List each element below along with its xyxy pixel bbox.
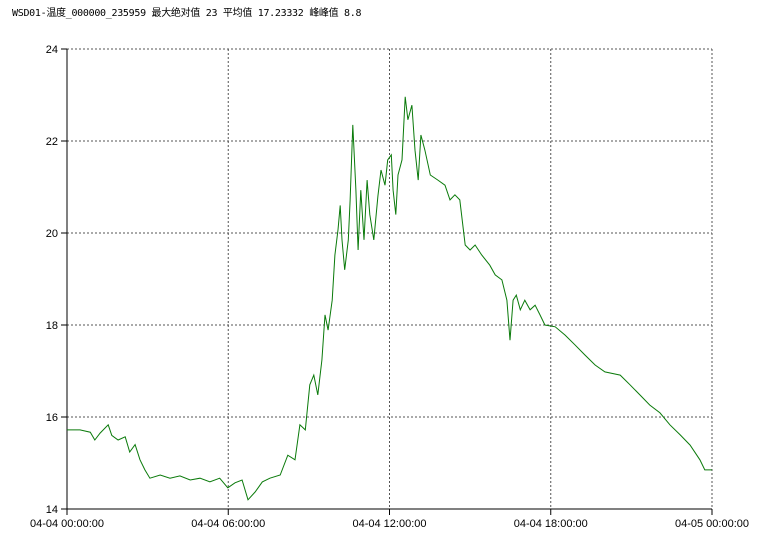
plot-area [67, 96, 712, 501]
y-tick-label: 22 [46, 136, 58, 148]
x-tick-label: 04-04 06:00:00 [191, 518, 265, 530]
axes [61, 48, 713, 515]
y-tick-label: 20 [46, 228, 58, 240]
chart-title: WSD01-温度_000000_235959 最大绝对值 23 平均值 17.2… [12, 8, 362, 19]
x-tick-label: 04-05 00:00:00 [675, 518, 749, 530]
x-tick-label: 04-04 12:00:00 [352, 518, 426, 530]
y-tick-label: 14 [46, 504, 58, 516]
y-tick-label: 24 [46, 44, 58, 56]
y-tick-label: 16 [46, 412, 58, 424]
series-line [67, 96, 712, 501]
x-tick-label: 04-04 00:00:00 [30, 518, 104, 530]
grid [67, 48, 713, 509]
tick-labels: 24 22 20 18 16 14 04-04 00:00:00 04-04 06:00:00… [30, 44, 749, 530]
x-tick-label: 04-04 18:00:00 [514, 518, 588, 530]
y-tick-label: 18 [46, 320, 58, 332]
